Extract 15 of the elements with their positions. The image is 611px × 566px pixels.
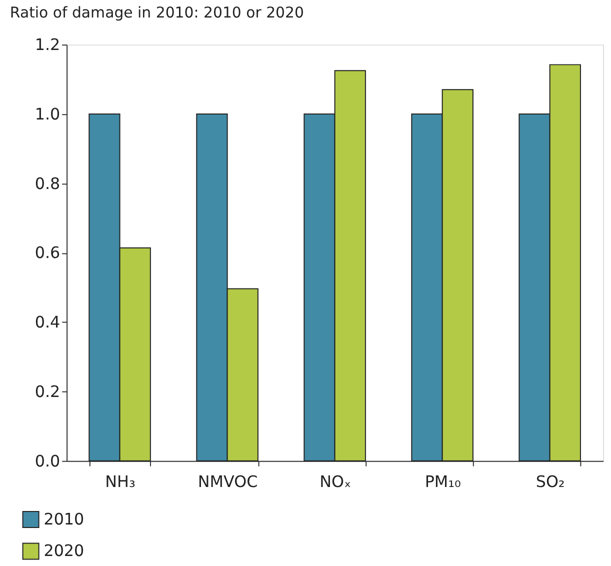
x-tick-label: NOₓ — [320, 472, 352, 492]
legend-label: 2020 — [44, 541, 84, 560]
y-tick-label: 0.4 — [34, 312, 60, 332]
legend-label: 2010 — [44, 509, 84, 528]
y-tick-label: 0.2 — [34, 382, 60, 401]
y-tick-label: 0.0 — [34, 451, 60, 470]
x-tick-label: SO₂ — [536, 472, 565, 492]
chart-title: Ratio of damage in 2010: 2010 or 2020 — [10, 4, 304, 22]
y-tick-label: 0.6 — [34, 243, 60, 262]
y-tick-label: 1.2 — [34, 35, 60, 54]
y-tick-label: 1.0 — [34, 104, 60, 124]
x-tick-label: PM₁₀ — [424, 472, 461, 492]
y-tick-label: 0.8 — [34, 174, 60, 193]
x-tick-label: NMVOC — [198, 472, 258, 492]
x-tick-label: NH₃ — [105, 472, 136, 492]
